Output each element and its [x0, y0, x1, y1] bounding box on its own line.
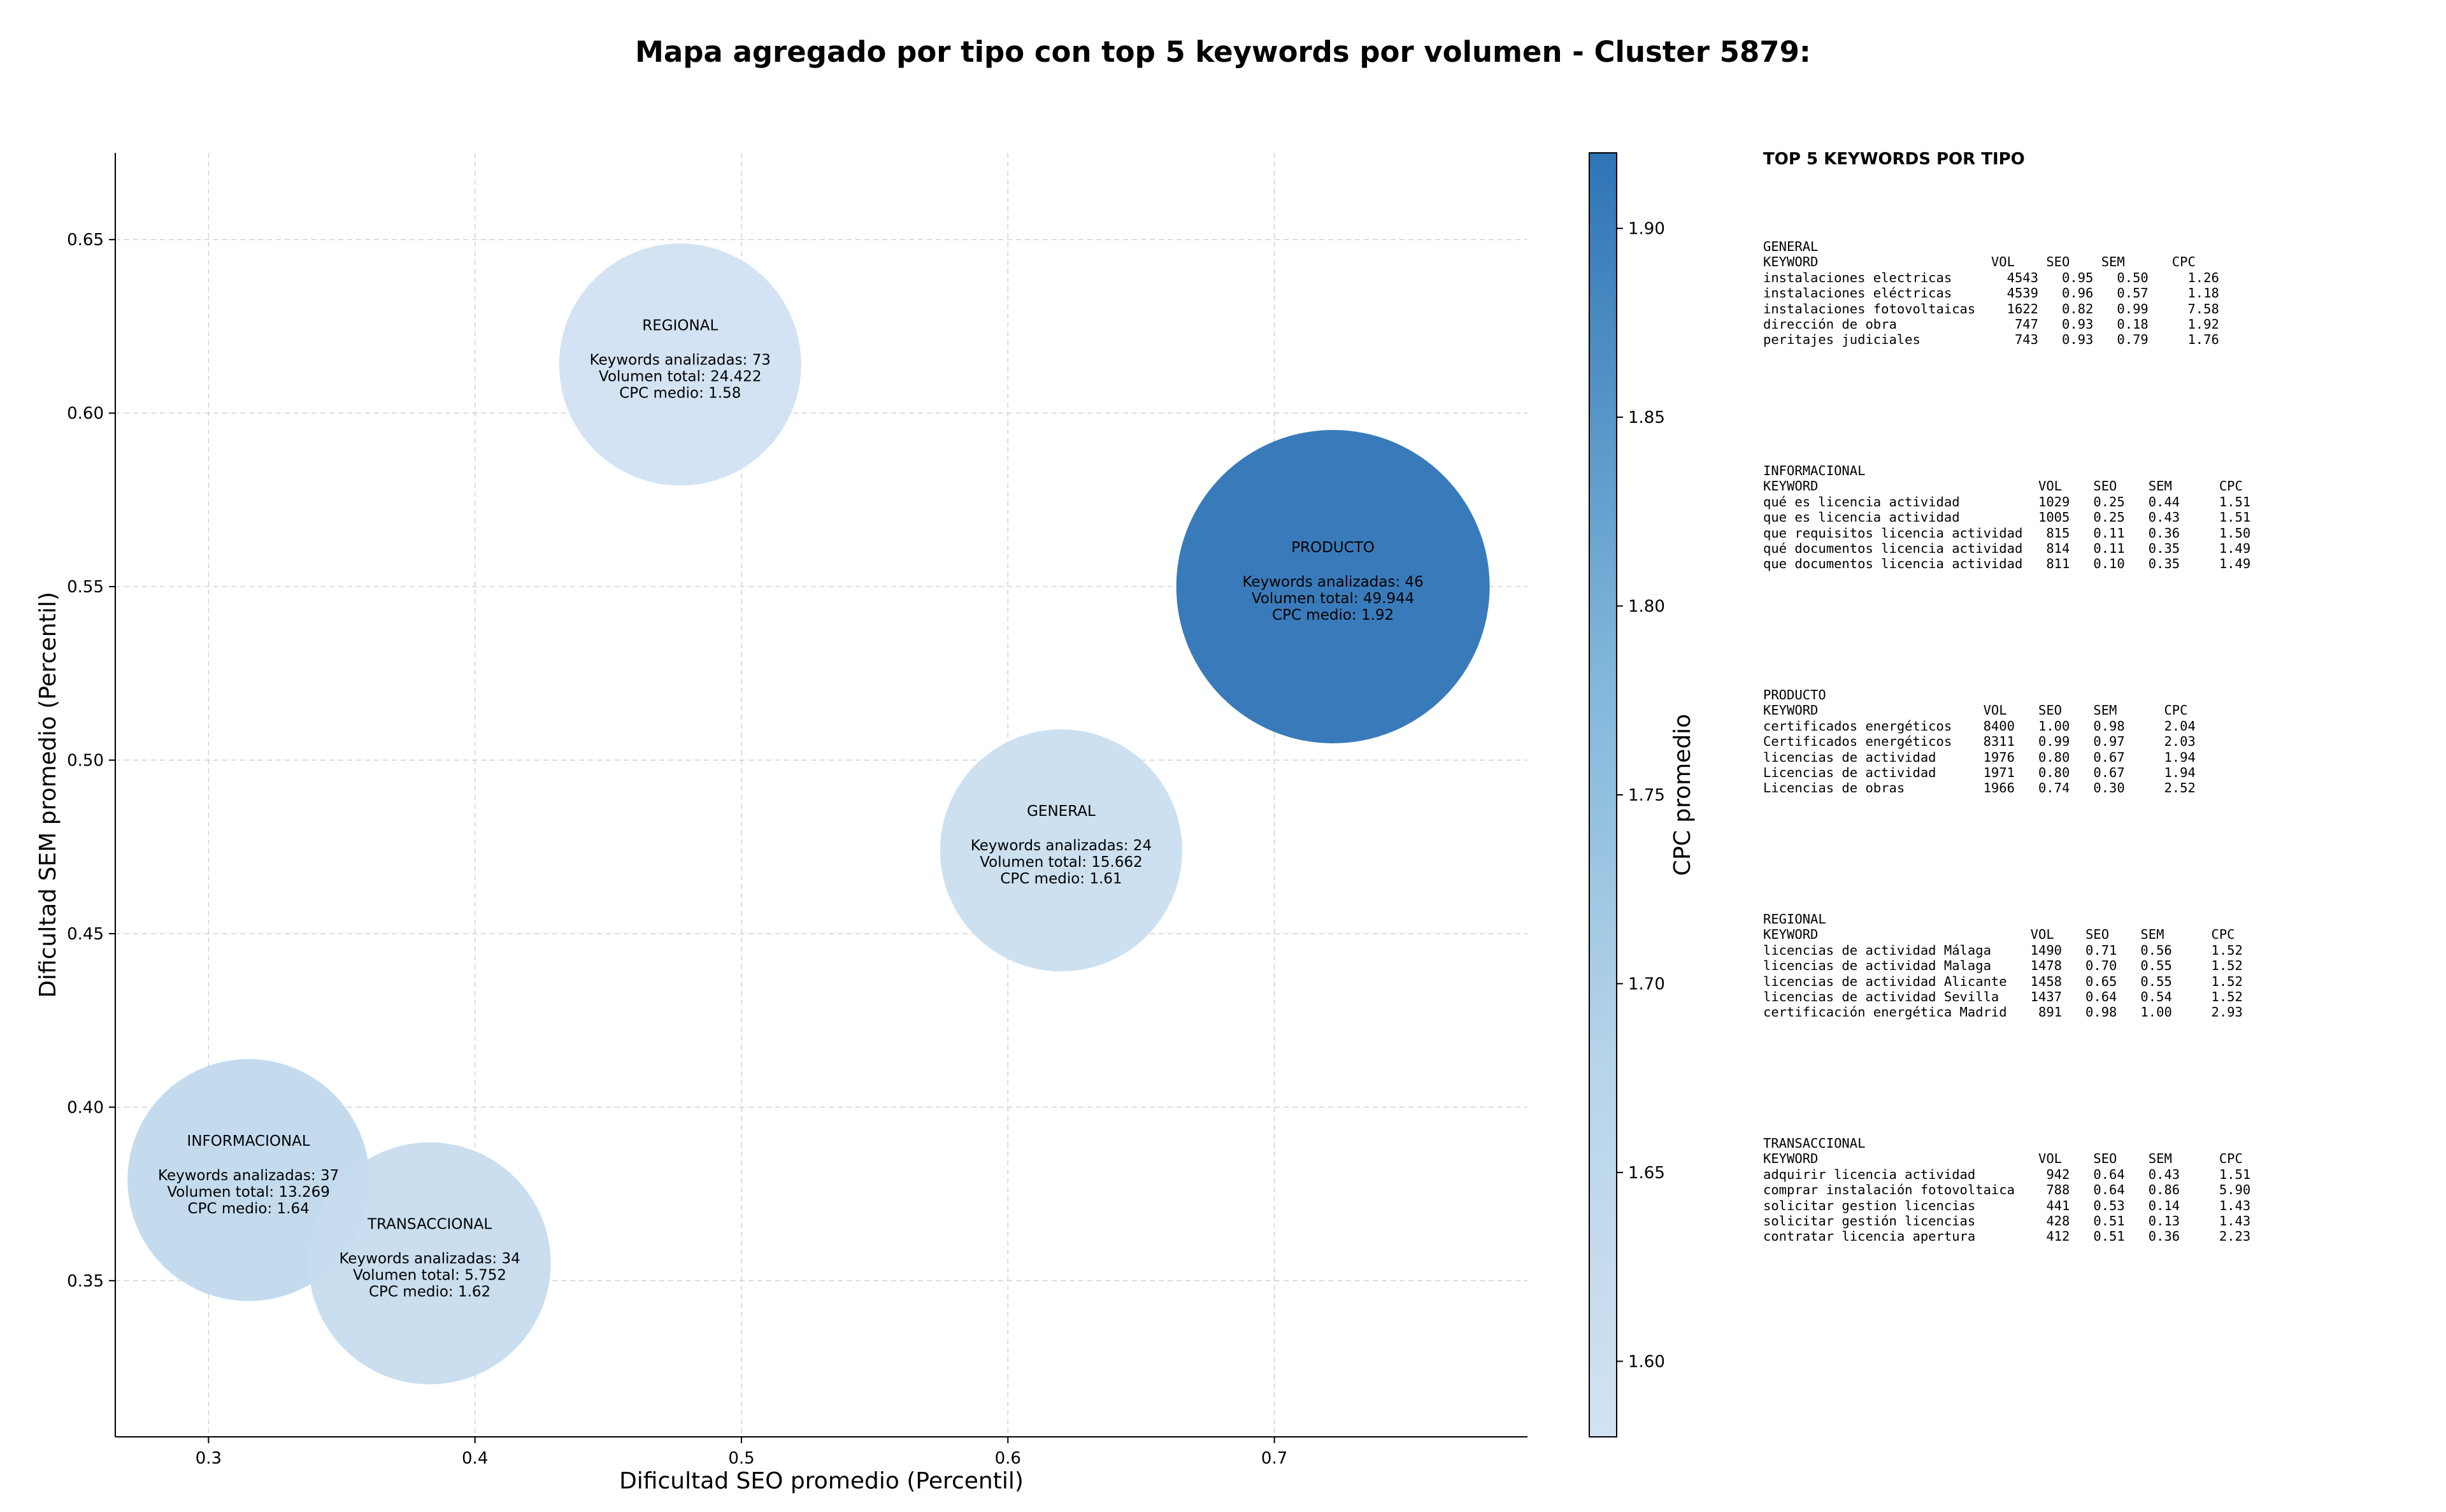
y-tick-label: 0.45	[67, 925, 104, 944]
top-keywords-panel: TOP 5 KEYWORDS POR TIPO GENERAL KEYWORD …	[1763, 150, 2426, 1360]
bubble-cpc: CPC medio: 1.61	[1000, 871, 1122, 887]
y-tick-label: 0.40	[67, 1098, 104, 1117]
colorbar-tick-label: 1.90	[1628, 220, 1665, 239]
bubble-keywords: Keywords analizadas: 46	[1243, 574, 1424, 590]
y-tick-label: 0.50	[67, 752, 104, 771]
bubble-volume: Volumen total: 5.752	[353, 1267, 506, 1284]
colorbar-label: CPC promedio	[1670, 714, 1696, 876]
bubble-volume: Volumen total: 49.944	[1252, 590, 1415, 607]
x-tick-label: 0.3	[196, 1449, 222, 1468]
colorbar-tick-label: 1.70	[1628, 974, 1665, 994]
axes: 0.3 0.4 0.5 0.6 0.7 0.35 0.40 0.45 0.50 0.55 0.60 0…	[35, 153, 1527, 1494]
x-tick-label: 0.5	[728, 1449, 754, 1468]
keyword-table-regional: REGIONAL KEYWORD VOL SEO SEM CPC licenci…	[1763, 911, 2243, 1020]
bubble-circle	[940, 729, 1182, 972]
colorbar: 1.60 1.65 1.70 1.75 1.80 1.85 1.90 CPC promedio	[1589, 152, 1696, 1437]
bubble-keywords: Keywords analizadas: 73	[590, 352, 771, 368]
bubble-circle	[1176, 430, 1490, 744]
bubble-informacional: INFORMACIONAL Keywords analizadas: 37Volu…	[127, 1059, 370, 1301]
y-axis-label: Dificultad SEM promedio (Percentil)	[35, 592, 61, 998]
keyword-table-informacional: INFORMACIONAL KEYWORD VOL SEO SEM CPC qu…	[1763, 463, 2251, 572]
colorbar-tick-label: 1.60	[1628, 1352, 1665, 1371]
bubble-cpc: CPC medio: 1.58	[619, 385, 741, 401]
top-keywords-title: TOP 5 KEYWORDS POR TIPO	[1763, 150, 2025, 169]
bubble-volume: Volumen total: 15.662	[980, 854, 1143, 871]
keyword-table-producto: PRODUCTO KEYWORD VOL SEO SEM CPC certifi…	[1763, 687, 2196, 796]
bubble-label: PRODUCTO	[1291, 539, 1375, 556]
bubble-keywords: Keywords analizadas: 37	[158, 1167, 339, 1184]
colorbar-tick-label: 1.75	[1628, 786, 1665, 805]
x-tick-label: 0.7	[1261, 1449, 1287, 1468]
x-tick-label: 0.4	[462, 1449, 488, 1468]
colorbar-tick-label: 1.85	[1628, 408, 1665, 427]
y-tick-label: 0.65	[67, 231, 104, 250]
x-axis-label: Dificultad SEO promedio (Percentil)	[619, 1468, 1024, 1494]
colorbar-tick-label: 1.80	[1628, 597, 1665, 617]
bubble-circle	[127, 1059, 370, 1301]
bubble-circle	[308, 1142, 551, 1385]
bubble-volume: Volumen total: 24.422	[599, 368, 762, 385]
colorbar-gradient	[1589, 152, 1617, 1437]
chart-title: Mapa agregado por tipo con top 5 keyword…	[635, 35, 1811, 69]
bubble-label: INFORMACIONAL	[187, 1133, 310, 1150]
bubble-keywords: Keywords analizadas: 24	[971, 838, 1152, 854]
bubble-cpc: CPC medio: 1.92	[1272, 607, 1394, 624]
bubble-label: GENERAL	[1027, 803, 1096, 820]
bubble-label: TRANSACCIONAL	[367, 1216, 492, 1233]
bubble-circle	[559, 243, 801, 486]
bubble-cpc: CPC medio: 1.62	[369, 1284, 490, 1301]
keyword-table-transaccional: TRANSACCIONAL KEYWORD VOL SEO SEM CPC ad…	[1763, 1136, 2251, 1245]
y-tick-label: 0.35	[67, 1272, 104, 1291]
y-tick-label: 0.55	[67, 578, 104, 597]
bubble-volume: Volumen total: 13.269	[167, 1184, 330, 1201]
x-tick-label: 0.6	[995, 1449, 1021, 1468]
y-tick-label: 0.60	[67, 404, 104, 424]
colorbar-tick-label: 1.65	[1628, 1164, 1665, 1183]
bubble-keywords: Keywords analizadas: 34	[339, 1251, 520, 1267]
bubble-label: REGIONAL	[642, 317, 718, 334]
bubble-transaccional: TRANSACCIONAL Keywords analizadas: 34Volu…	[308, 1142, 551, 1385]
bubble-cpc: CPC medio: 1.64	[188, 1201, 310, 1217]
keyword-table-general: GENERAL KEYWORD VOL SEO SEM CPC instalac…	[1763, 239, 2219, 348]
